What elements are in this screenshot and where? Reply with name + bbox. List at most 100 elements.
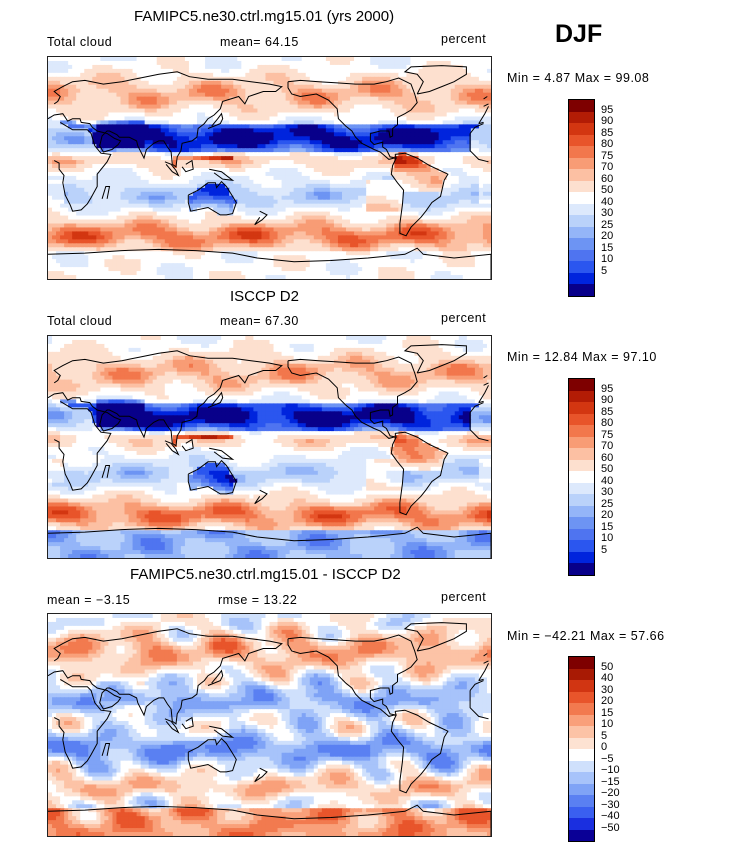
field-cell <box>358 203 363 209</box>
field-cell <box>446 120 452 125</box>
field-cell <box>152 84 158 90</box>
field-cell <box>233 136 238 141</box>
field-cell <box>64 203 69 209</box>
field-cell <box>337 64 343 70</box>
field-cell <box>128 152 134 157</box>
field-cell <box>390 187 395 193</box>
field-cell <box>325 84 331 90</box>
field-cell <box>64 164 69 169</box>
field-cell <box>341 88 347 94</box>
field-cell <box>265 223 271 229</box>
field-cell <box>269 60 275 66</box>
field-cell <box>418 60 424 66</box>
field-cell <box>237 128 242 133</box>
field-cell <box>398 80 403 86</box>
field-cell <box>269 112 275 118</box>
field-cell <box>180 76 186 82</box>
field-cell <box>374 120 379 125</box>
field-cell <box>378 156 383 161</box>
field-cell <box>201 195 206 201</box>
field-cell <box>72 60 77 66</box>
field-cell <box>176 116 182 122</box>
field-cell <box>317 68 323 74</box>
field-cell <box>176 60 182 66</box>
field-cell <box>241 215 246 221</box>
field-cell <box>398 57 403 62</box>
field-cell <box>277 187 283 193</box>
field-cell <box>180 64 186 70</box>
field-cell <box>112 92 118 98</box>
field-cell <box>321 132 327 137</box>
field-cell <box>354 211 359 217</box>
field-cell <box>156 112 162 118</box>
field-cell <box>438 219 444 225</box>
field-cell <box>301 179 307 185</box>
field-cell <box>192 100 198 106</box>
field-cell <box>430 227 436 233</box>
field-cell <box>297 64 303 70</box>
field-cell <box>394 60 399 66</box>
field-cell <box>112 164 118 169</box>
field-cell <box>116 231 122 236</box>
field-cell <box>128 187 134 193</box>
field-cell <box>317 152 323 157</box>
field-cell <box>245 80 250 86</box>
field-cell <box>402 148 408 153</box>
field-cell <box>301 187 307 193</box>
field-cell <box>184 223 190 229</box>
field-cell <box>68 136 73 141</box>
field-cell <box>96 108 101 114</box>
field-cell <box>325 136 331 141</box>
field-cell <box>140 136 146 141</box>
field-cell <box>108 104 114 110</box>
field-cell <box>221 187 226 193</box>
field-cell <box>406 116 412 122</box>
field-cell <box>346 100 351 106</box>
field-cell <box>442 116 448 122</box>
field-cell <box>213 191 218 197</box>
field-cell <box>164 57 170 62</box>
field-cell <box>48 124 53 129</box>
field-cell <box>402 120 408 125</box>
field-cell <box>333 84 339 90</box>
field-cell <box>188 64 194 70</box>
field-cell <box>253 148 259 153</box>
field-cell <box>184 104 190 110</box>
field-cell <box>241 136 246 141</box>
field-cell <box>100 187 105 193</box>
field-cell <box>321 124 327 129</box>
field-cell <box>394 227 399 233</box>
field-cell <box>205 144 210 149</box>
field-cell <box>329 116 335 122</box>
field-cell <box>241 195 246 201</box>
field-cell <box>132 124 138 129</box>
field-cell <box>108 160 114 165</box>
field-cell <box>176 164 182 169</box>
field-cell <box>237 148 242 153</box>
field-cell <box>184 136 190 141</box>
field-cell <box>184 156 190 161</box>
field-cell <box>406 203 412 209</box>
field-cell <box>350 104 355 110</box>
field-cell <box>48 136 53 141</box>
field-cell <box>394 219 399 225</box>
field-cell <box>172 140 178 145</box>
field-cell <box>354 207 359 213</box>
field-cell <box>382 168 387 173</box>
field-cell <box>446 72 452 78</box>
field-cell <box>289 148 295 153</box>
field-cell <box>329 187 335 193</box>
field-cell <box>188 57 194 62</box>
field-cell <box>172 195 178 201</box>
field-cell <box>168 108 174 114</box>
field-cell <box>398 171 403 177</box>
field-cell <box>96 227 101 233</box>
field-cell <box>358 175 363 181</box>
field-cell <box>217 68 222 74</box>
field-cell <box>265 207 271 213</box>
field-cell <box>52 120 57 125</box>
field-cell <box>366 156 371 161</box>
field-cell <box>398 187 403 193</box>
field-cell <box>289 160 295 165</box>
field-cell <box>406 223 412 229</box>
